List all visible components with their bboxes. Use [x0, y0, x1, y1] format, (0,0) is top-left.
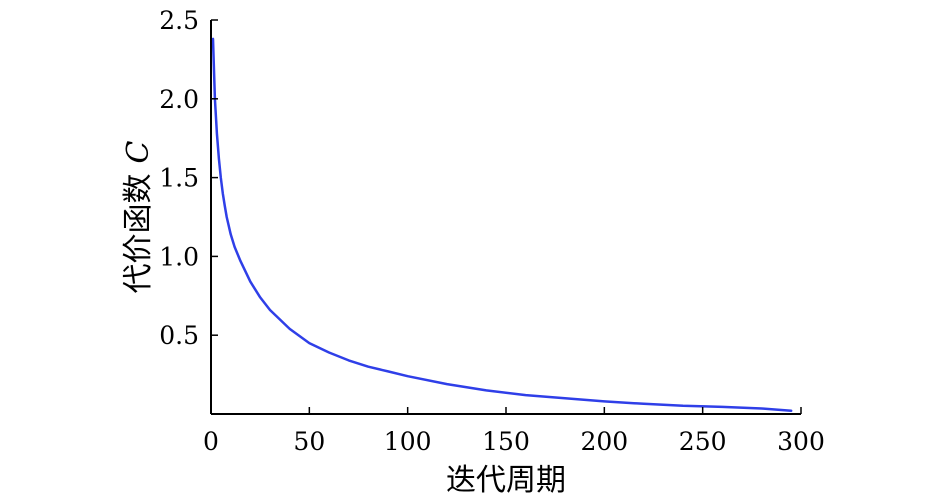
x-tick-label: 150 [482, 427, 530, 456]
x-tick-label: 0 [203, 427, 219, 456]
y-axis-title-symbol: C [121, 140, 156, 163]
y-tick-label: 1.0 [159, 242, 199, 271]
y-axis-title-text: 代价函数 [121, 173, 156, 293]
y-tick-label: 1.5 [159, 164, 199, 193]
y-tick-label: 2.0 [159, 85, 199, 114]
series-line [211, 37, 793, 413]
y-tick-label: 0.5 [159, 321, 199, 350]
x-tick-label: 50 [293, 427, 325, 456]
x-tick-label: 100 [384, 427, 432, 456]
x-tick-label: 250 [679, 427, 727, 456]
x-axis: 0 50 100 150 200 250 300 [203, 407, 825, 456]
y-tick-label: 2.5 [159, 6, 199, 35]
plot-area [211, 37, 793, 413]
x-tick-label: 300 [777, 427, 825, 456]
x-axis-title: 迭代周期 [446, 463, 566, 498]
x-tick-label: 200 [580, 427, 628, 456]
y-axis: 0.5 1.0 1.5 2.0 2.5 [159, 6, 218, 414]
y-axis-title: 代价函数 C [121, 140, 156, 293]
